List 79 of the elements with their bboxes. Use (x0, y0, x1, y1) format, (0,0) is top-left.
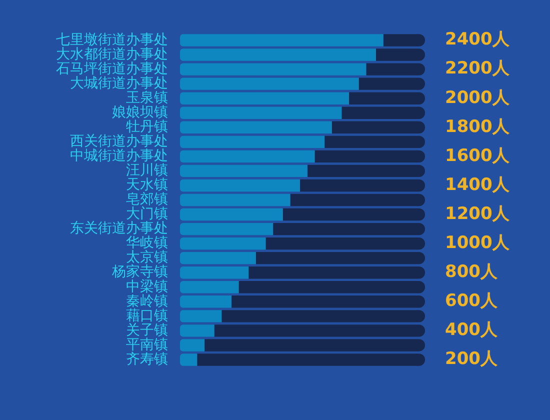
bar (366, 63, 425, 76)
bar (180, 208, 283, 221)
bar (238, 281, 425, 294)
y-tick-label: 汪川镇 (126, 162, 168, 179)
bar (180, 222, 274, 236)
bar (180, 266, 249, 279)
y-tick-label: 杨家寺镇 (111, 264, 168, 280)
bar (180, 252, 256, 264)
bar (180, 310, 222, 322)
bar (180, 34, 384, 46)
bar (180, 136, 325, 148)
bar (256, 252, 425, 264)
y-tick-label: 娘娘坝镇 (112, 104, 168, 121)
bar (358, 78, 425, 90)
bar (180, 92, 350, 104)
y2-tick-label: 1600人 (445, 146, 510, 166)
bar (180, 354, 198, 366)
bar (314, 150, 425, 163)
bar (180, 281, 239, 294)
y-tick-label: 齐寿镇 (126, 351, 168, 368)
bar (282, 208, 425, 221)
bar (197, 354, 425, 366)
bar (180, 324, 214, 337)
bar (180, 179, 300, 192)
y-tick-label: 大门镇 (126, 206, 168, 222)
bar (349, 92, 425, 104)
bar (376, 48, 425, 61)
bar (332, 121, 425, 134)
bar (180, 78, 359, 90)
bar (214, 324, 425, 337)
y-tick-label: 七里墩街道办事处 (56, 32, 168, 48)
y-tick-label: 西关街道办事处 (70, 134, 168, 150)
bar (180, 339, 204, 352)
y2-tick-label: 2400人 (445, 30, 510, 50)
y2-tick-label: 1800人 (445, 116, 510, 137)
bar (180, 48, 376, 61)
y-tick-label: 石马坪街道办事处 (56, 60, 168, 77)
bar (180, 121, 332, 134)
y-tick-label: 华岐镇 (126, 235, 168, 252)
bar (342, 106, 425, 119)
y-tick-label: 中城街道办事处 (70, 148, 168, 164)
bar (248, 266, 425, 279)
y-tick-label: 天水镇 (126, 177, 168, 194)
y-tick-label: 秦岭镇 (126, 293, 168, 310)
y-tick-label: 中梁镇 (126, 278, 168, 295)
bar (180, 106, 342, 119)
bar (266, 237, 425, 250)
y2-tick-label: 600人 (445, 291, 498, 312)
bar (383, 34, 425, 46)
bar (180, 194, 290, 206)
bar (180, 63, 366, 76)
y2-tick-label: 200人 (445, 349, 498, 370)
y2-tick-label: 1400人 (445, 174, 510, 195)
bar (180, 150, 315, 163)
y-tick-label: 关子镇 (126, 322, 168, 338)
y2-tick-label: 400人 (445, 320, 498, 340)
y2-tick-label: 1000人 (445, 232, 510, 253)
y2-tick-label: 1200人 (445, 204, 510, 224)
bar (231, 296, 425, 308)
bar (273, 222, 425, 236)
y-tick-label: 藉口镇 (126, 308, 168, 324)
bar (300, 179, 425, 192)
y-tick-label: 牡丹镇 (126, 119, 168, 136)
y-tick-label: 玉泉镇 (126, 90, 168, 106)
bar (324, 136, 425, 148)
bar (180, 164, 308, 178)
bar (180, 296, 232, 308)
bar (222, 310, 425, 322)
bar (307, 164, 425, 178)
y2-tick-label: 2200人 (445, 58, 510, 79)
y-tick-label: 东关街道办事处 (70, 220, 168, 237)
y-tick-label: 大水都街道办事处 (56, 46, 168, 62)
bar (180, 237, 266, 250)
y2-tick-label: 2000人 (445, 88, 510, 108)
y-tick-label: 大城街道办事处 (70, 75, 168, 92)
bar (290, 194, 425, 206)
bar (204, 339, 425, 352)
y2-tick-label: 800人 (445, 262, 498, 282)
y-tick-label: 平南镇 (126, 336, 168, 353)
